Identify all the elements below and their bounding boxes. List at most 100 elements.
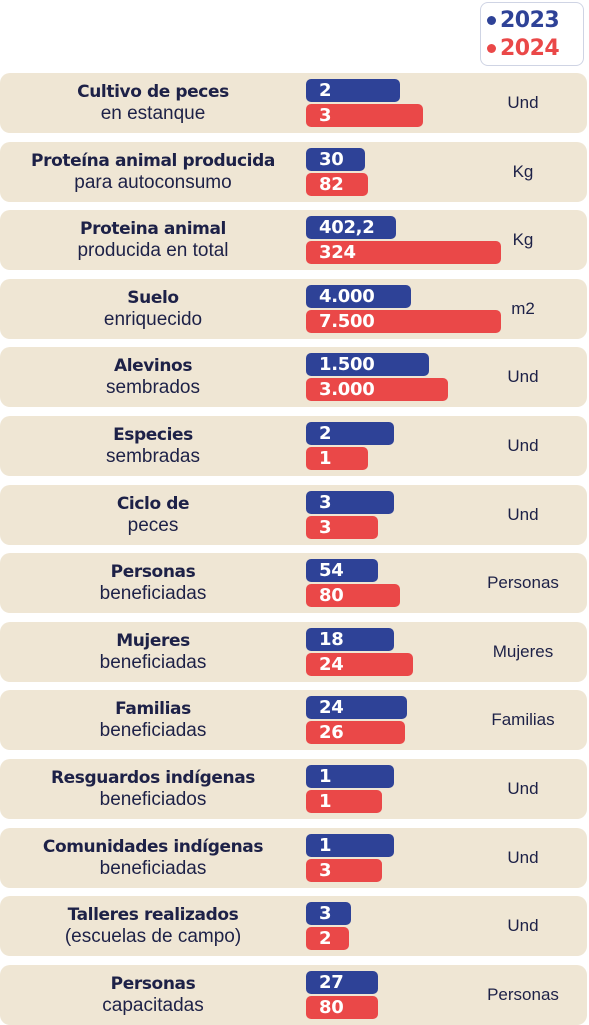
bar-2024: 80 (306, 584, 400, 607)
bar-2023: 1 (306, 765, 394, 788)
bar-2023: 1 (306, 834, 394, 857)
chart-row: Resguardos indígenas beneficiados 1 1 Und (0, 759, 587, 819)
row-label-title: Alevinos (113, 356, 193, 376)
chart-row: Personas capacitadas 27 80 Personas (0, 965, 587, 1025)
chart-row: Especies sembradas 2 1 Und (0, 416, 587, 476)
row-label: Alevinos sembrados (0, 347, 306, 407)
row-unit: Und (507, 93, 539, 112)
row-label: Suelo enriquecido (0, 279, 306, 339)
row-label-title: Personas (110, 562, 196, 582)
row-label: Talleres realizados (escuelas de campo) (0, 896, 306, 956)
bar-2024: 1 (306, 790, 382, 813)
row-label-subtitle: sembrados (106, 377, 200, 398)
row-label-subtitle: beneficiados (99, 789, 207, 810)
chart-row: Proteina animal producida en total 402,2 32… (0, 210, 587, 270)
row-unit: Kg (512, 162, 534, 181)
row-unit: m2 (511, 299, 535, 318)
row-unit: Personas (487, 985, 559, 1004)
row-label: Proteína animal producida para autoconsum… (0, 142, 306, 202)
row-label: Especies sembradas (0, 416, 306, 476)
bar-2024: 3.000 (306, 378, 448, 401)
chart-row: Comunidades indígenas beneficiadas 1 3 Und (0, 828, 587, 888)
row-label-subtitle: producida en total (77, 240, 229, 261)
bar-2023: 3 (306, 902, 351, 925)
chart-row: Familias beneficiadas 24 26 Familias (0, 690, 587, 750)
row-unit: Und (507, 436, 539, 455)
legend-label-2023: 2023 (500, 7, 560, 33)
row-label: Resguardos indígenas beneficiados (0, 759, 306, 819)
row-unit: Und (507, 779, 539, 798)
bar-2024: 1 (306, 447, 368, 470)
row-label-title: Especies (113, 425, 193, 445)
bar-2023: 2 (306, 422, 394, 445)
bar-2024: 82 (306, 173, 368, 196)
row-label-title: Comunidades indígenas (42, 837, 264, 857)
chart-row: Proteína animal producida para autoconsum… (0, 142, 587, 202)
row-unit: Und (507, 367, 539, 386)
bar-2023: 18 (306, 628, 394, 651)
bar-2024: 324 (306, 241, 501, 264)
row-label-subtitle: enriquecido (103, 309, 203, 330)
row-label-title: Cultivo de peces (77, 82, 229, 102)
legend: 2023 2024 (480, 2, 584, 66)
bar-2023: 3 (306, 491, 394, 514)
row-label-title: Talleres realizados (67, 905, 239, 925)
row-label-subtitle: beneficiadas (99, 720, 207, 741)
row-unit: Mujeres (492, 642, 554, 661)
bar-2023: 30 (306, 148, 365, 171)
row-label: Mujeres beneficiadas (0, 622, 306, 682)
row-unit: Und (507, 848, 539, 867)
row-label-title: Proteina animal (80, 219, 226, 239)
legend-label-2024: 2024 (500, 35, 560, 61)
bar-2024: 3 (306, 516, 378, 539)
row-label-subtitle: beneficiadas (99, 858, 207, 879)
row-label-subtitle: beneficiadas (99, 652, 207, 673)
bar-2024: 2 (306, 927, 349, 950)
row-label-title: Mujeres (116, 631, 190, 651)
row-unit: Und (507, 505, 539, 524)
legend-dot-2024 (487, 43, 496, 53)
row-label-title: Familias (115, 699, 191, 719)
row-label-subtitle: beneficiadas (99, 583, 207, 604)
chart-row: Personas beneficiadas 54 80 Personas (0, 553, 587, 613)
row-label-title: Ciclo de (116, 494, 190, 514)
chart-row: Alevinos sembrados 1.500 3.000 Und (0, 347, 587, 407)
chart-row: Cultivo de peces en estanque 2 3 Und (0, 73, 587, 133)
row-unit: Und (507, 916, 539, 935)
row-label: Familias beneficiadas (0, 690, 306, 750)
chart-row: Ciclo de peces 3 3 Und (0, 485, 587, 545)
row-label-subtitle: capacitadas (102, 995, 204, 1016)
row-label-subtitle: (escuelas de campo) (64, 926, 242, 947)
bar-2023: 54 (306, 559, 378, 582)
row-unit: Personas (487, 573, 559, 592)
bar-2023: 1.500 (306, 353, 429, 376)
row-label-subtitle: para autoconsumo (74, 172, 232, 193)
bar-2024: 3 (306, 859, 382, 882)
row-unit: Kg (512, 230, 534, 249)
chart-row: Suelo enriquecido 4.000 7.500 m2 (0, 279, 587, 339)
bar-2024: 7.500 (306, 310, 501, 333)
row-label: Comunidades indígenas beneficiadas (0, 828, 306, 888)
row-label: Proteina animal producida en total (0, 210, 306, 270)
row-label-title: Personas (110, 974, 196, 994)
row-label: Personas capacitadas (0, 965, 306, 1025)
bar-2024: 80 (306, 996, 378, 1019)
row-label: Cultivo de peces en estanque (0, 73, 306, 133)
legend-item-2024: 2024 (487, 34, 560, 62)
legend-dot-2023 (487, 15, 496, 25)
bar-2023: 4.000 (306, 285, 411, 308)
row-label-title: Suelo (127, 288, 179, 308)
row-label-title: Resguardos indígenas (50, 768, 256, 788)
row-label-title: Proteína animal producida (31, 151, 275, 171)
row-label-subtitle: en estanque (100, 103, 206, 124)
bar-2023: 2 (306, 79, 400, 102)
bar-2023: 24 (306, 696, 407, 719)
row-label: Personas beneficiadas (0, 553, 306, 613)
bar-2024: 24 (306, 653, 413, 676)
chart-row: Mujeres beneficiadas 18 24 Mujeres (0, 622, 587, 682)
row-label-subtitle: peces (127, 515, 179, 536)
chart-row: Talleres realizados (escuelas de campo) 3 2… (0, 896, 587, 956)
bar-2023: 27 (306, 971, 378, 994)
bar-2023: 402,2 (306, 216, 396, 239)
bar-2024: 26 (306, 721, 405, 744)
